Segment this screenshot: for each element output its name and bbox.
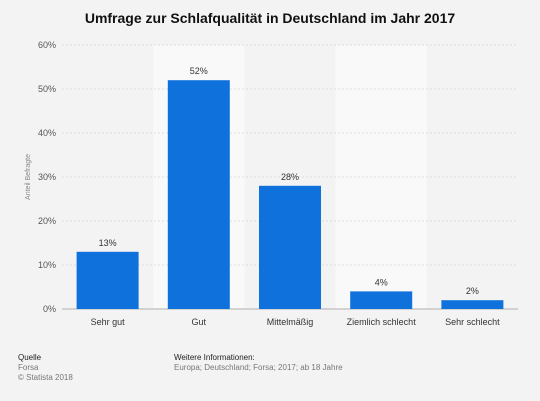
x-tick-label: Ziemlich schlecht bbox=[347, 317, 417, 327]
chart-title: Umfrage zur Schlafqualität in Deutschlan… bbox=[84, 10, 456, 26]
info-text: Europa; Deutschland; Forsa; 2017; ab 18 … bbox=[174, 363, 343, 372]
source-heading: Quelle bbox=[18, 353, 42, 362]
y-tick-label: 20% bbox=[38, 216, 56, 226]
x-tick-label: Gut bbox=[192, 317, 207, 327]
bar-chart: 0% 10% 20% 30% 40% 50% 60% Anteil Befragte 13% Se… bbox=[25, 40, 518, 327]
bar bbox=[350, 291, 413, 309]
data-label: 4% bbox=[375, 277, 388, 287]
y-tick-label: 30% bbox=[38, 172, 56, 182]
info-heading: Weitere Informationen: bbox=[174, 353, 255, 362]
x-tick-label: Sehr gut bbox=[91, 317, 126, 327]
y-tick-label: 10% bbox=[38, 260, 56, 270]
bar bbox=[167, 80, 230, 309]
bar bbox=[259, 185, 321, 309]
column-band bbox=[335, 45, 427, 309]
bar bbox=[76, 251, 139, 309]
x-tick-label: Sehr schlecht bbox=[445, 317, 500, 327]
y-tick-label: 50% bbox=[38, 84, 56, 94]
source-block: Quelle Forsa © Statista 2018 bbox=[18, 353, 73, 383]
info-block: Weitere Informationen: Europa; Deutschla… bbox=[174, 353, 343, 373]
y-tick-label: 60% bbox=[38, 40, 56, 50]
data-label: 28% bbox=[281, 172, 299, 182]
source-name: Forsa bbox=[18, 363, 39, 372]
data-label: 2% bbox=[466, 286, 479, 296]
copyright: © Statista 2018 bbox=[18, 373, 73, 382]
data-label: 52% bbox=[190, 66, 208, 76]
y-tick-label: 0% bbox=[43, 304, 56, 314]
y-axis-title: Anteil Befragte bbox=[25, 154, 32, 200]
bar bbox=[441, 300, 504, 309]
data-label: 13% bbox=[99, 238, 117, 248]
y-tick-label: 40% bbox=[38, 128, 56, 138]
x-tick-label: Mittelmäßig bbox=[267, 317, 314, 327]
